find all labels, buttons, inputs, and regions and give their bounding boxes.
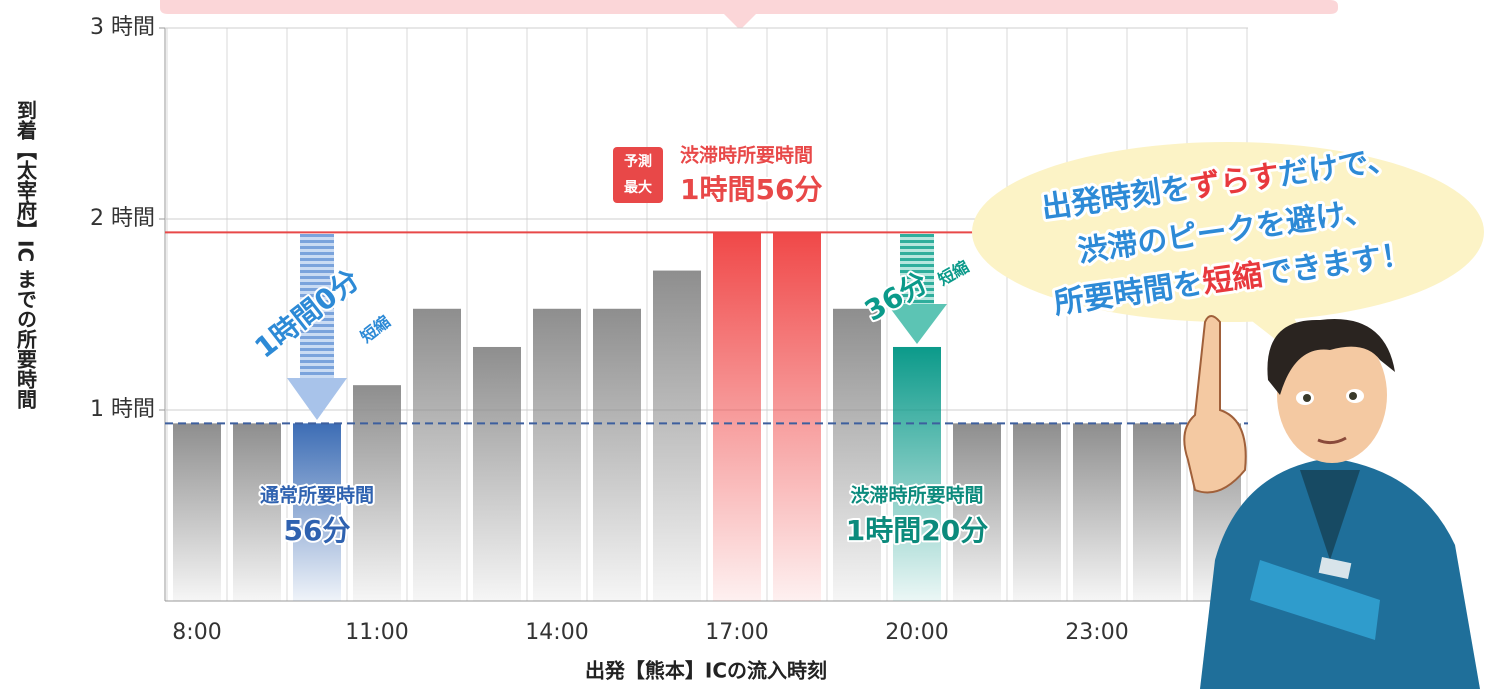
annotation-value: 56分	[284, 514, 351, 547]
bar	[173, 423, 221, 601]
bar	[1133, 423, 1181, 601]
bar	[953, 423, 1001, 601]
annotation-label: 渋滞時所要時間	[850, 484, 983, 507]
bar	[893, 346, 941, 601]
bar	[713, 232, 761, 601]
bar	[293, 423, 341, 601]
bar	[833, 308, 881, 601]
badge-text: 最大	[624, 179, 652, 196]
x-tick-label: 11:00	[345, 620, 408, 645]
y-tick-label: 2 時間	[90, 206, 155, 231]
arrow-morning	[287, 234, 347, 420]
bar	[233, 423, 281, 601]
character	[1183, 315, 1480, 689]
y-tick-label: 3 時間	[90, 15, 155, 40]
bar	[773, 232, 821, 601]
bar	[533, 308, 581, 601]
bar	[1013, 423, 1061, 601]
arrow-evening	[887, 234, 947, 344]
annotation-value: 1時間20分	[846, 514, 988, 547]
annotation-label: 通常所要時間	[260, 484, 374, 507]
x-tick-label: 23:00	[1065, 620, 1128, 645]
x-tick-label: 17:00	[705, 620, 768, 645]
y-axis-title: 到着【太宰府】IC までの所要時間	[14, 100, 38, 409]
bar	[653, 270, 701, 601]
bar	[593, 308, 641, 601]
x-tick-label: 14:00	[525, 620, 588, 645]
x-tick-label: 20:00	[885, 620, 948, 645]
badge-text: 予測	[624, 153, 652, 170]
bar	[473, 346, 521, 601]
x-axis-title: 出発【熊本】ICの流入時刻	[585, 659, 827, 683]
y-tick-label: 1 時間	[90, 397, 155, 422]
bar	[353, 385, 401, 601]
top-banner	[160, 0, 1338, 30]
bar	[1073, 423, 1121, 601]
badge	[613, 147, 663, 203]
plot-area: 1 時間 2 時間 3 時間 8:00 11:00 14:00 17:00 20:00 23:0…	[90, 15, 1248, 645]
annotation-value: 1時間56分	[680, 173, 822, 206]
annotation-label: 渋滞時所要時間	[680, 144, 813, 167]
bar	[413, 308, 461, 601]
x-tick-label: 8:00	[172, 620, 221, 645]
